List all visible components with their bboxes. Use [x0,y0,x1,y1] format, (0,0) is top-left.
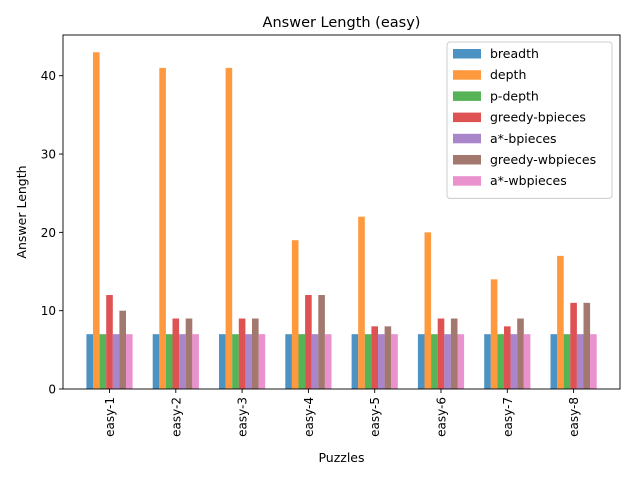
legend-swatch [453,112,481,123]
legend: breadth depth p-depth greedy-bpieces a*-bpie… [446,41,613,199]
bar-breadth-easy-5 [351,334,359,389]
legend-swatch [453,176,481,186]
bar-greedy-wbpieces-easy-2 [185,318,193,389]
x-tick-label: easy-1 [103,397,117,437]
bar-greedy-bpieces-easy-8 [570,302,577,389]
x-tick-label: easy-3 [236,397,250,437]
bar-a-bpieces-easy-8 [576,334,584,389]
plot-area: 0 10 20 30 40 easy-1 easy-2 easy-3 easy-4 easy-5 e… [41,34,621,437]
bar-p-depth-easy-6 [431,334,438,389]
legend-swatch [453,49,481,59]
y-tick-label: 10 [41,304,56,318]
chart-title: Answer Length (easy) [263,15,421,31]
bar-breadth-easy-6 [417,334,425,389]
bar-greedy-wbpieces-easy-5 [384,326,392,389]
bar-p-depth-easy-7 [497,334,504,389]
bar-a-wbpieces-easy-5 [391,334,398,389]
legend-swatch [453,155,481,165]
bar-a-bpieces-easy-4 [311,334,319,389]
axes-frame [62,34,621,390]
legend-label: depth [490,67,526,82]
bar-a-wbpieces-easy-6 [457,334,465,389]
legend-label: greedy-wbpieces [490,152,596,167]
x-tick-label: easy-5 [368,397,382,437]
bar-a-bpieces-easy-5 [378,334,385,389]
bar-greedy-bpieces-easy-3 [238,318,246,389]
x-axis-label: Puzzles [318,450,364,465]
bar-greedy-wbpieces-easy-4 [318,295,325,389]
bar-greedy-bpieces-easy-1 [106,295,113,389]
bar-a-wbpieces-easy-8 [590,334,597,389]
bar-a-wbpieces-easy-2 [192,334,199,389]
legend-swatch [453,133,481,144]
bar-depth-easy-7 [490,279,498,389]
legend-swatch [453,70,481,80]
bar-greedy-wbpieces-easy-3 [252,318,259,389]
x-tick-label: easy-2 [169,397,183,437]
bar-greedy-bpieces-easy-7 [504,326,511,389]
bar-depth-easy-2 [159,67,166,389]
y-tick-label: 40 [41,69,56,83]
bar-depth-easy-3 [225,67,233,389]
bar-breadth-easy-2 [152,334,160,389]
bar-p-depth-easy-4 [298,334,306,389]
legend-label: breadth [490,46,539,61]
legend-label: greedy-bpieces [490,110,586,125]
bar-greedy-wbpieces-easy-8 [583,302,591,389]
bar-greedy-wbpieces-easy-6 [450,318,458,389]
bar-a-bpieces-easy-6 [444,334,451,389]
bars [86,52,597,389]
y-tick-label: 30 [41,148,56,162]
bar-breadth-easy-3 [219,334,226,389]
bar-greedy-bpieces-easy-4 [305,295,312,389]
axes: 0 10 20 30 40 easy-1 easy-2 easy-3 easy-4 easy-5 e… [41,34,621,437]
bar-a-wbpieces-easy-7 [523,334,531,389]
bar-a-wbpieces-easy-4 [324,334,332,389]
legend-label: a*-bpieces [490,131,557,146]
bar-depth-easy-8 [557,255,564,389]
bar-greedy-bpieces-easy-5 [371,326,378,389]
bar-a-bpieces-easy-3 [245,334,252,389]
bar-depth-easy-4 [291,240,299,389]
y-axis-label: Answer Length [14,165,29,258]
bar-p-depth-easy-2 [165,334,173,389]
legend-label: a*-wbpieces [490,173,567,188]
bar-breadth-easy-7 [484,334,491,389]
bar-depth-easy-5 [358,216,365,389]
bar-a-wbpieces-easy-1 [126,334,133,389]
bar-a-bpieces-easy-2 [179,334,186,389]
bar-breadth-easy-1 [86,334,93,389]
y-tick-label: 0 [48,383,56,397]
x-tick-label: easy-8 [567,397,581,437]
bar-p-depth-easy-3 [232,334,239,389]
bar-breadth-easy-8 [550,334,558,389]
y-tick-label: 20 [41,226,56,240]
bar-greedy-bpieces-easy-2 [172,318,180,389]
bar-depth-easy-1 [93,52,100,389]
bar-a-wbpieces-easy-3 [258,334,266,389]
x-tick-label: easy-4 [302,397,316,437]
bar-a-bpieces-easy-7 [510,334,518,389]
bar-greedy-wbpieces-easy-7 [517,318,524,389]
bar-greedy-wbpieces-easy-1 [119,310,126,389]
bar-greedy-bpieces-easy-6 [437,318,445,389]
bar-depth-easy-6 [424,232,432,389]
legend-box [446,41,613,199]
bar-a-bpieces-easy-1 [112,334,120,389]
bar-p-depth-easy-1 [99,334,107,389]
x-tick-label: easy-6 [435,397,449,437]
x-tick-label: easy-7 [501,397,515,437]
legend-label: p-depth [490,88,539,103]
legend-swatch [453,91,481,101]
bar-p-depth-easy-8 [563,334,571,389]
bar-p-depth-easy-5 [364,334,372,389]
bar-breadth-easy-4 [285,334,292,389]
